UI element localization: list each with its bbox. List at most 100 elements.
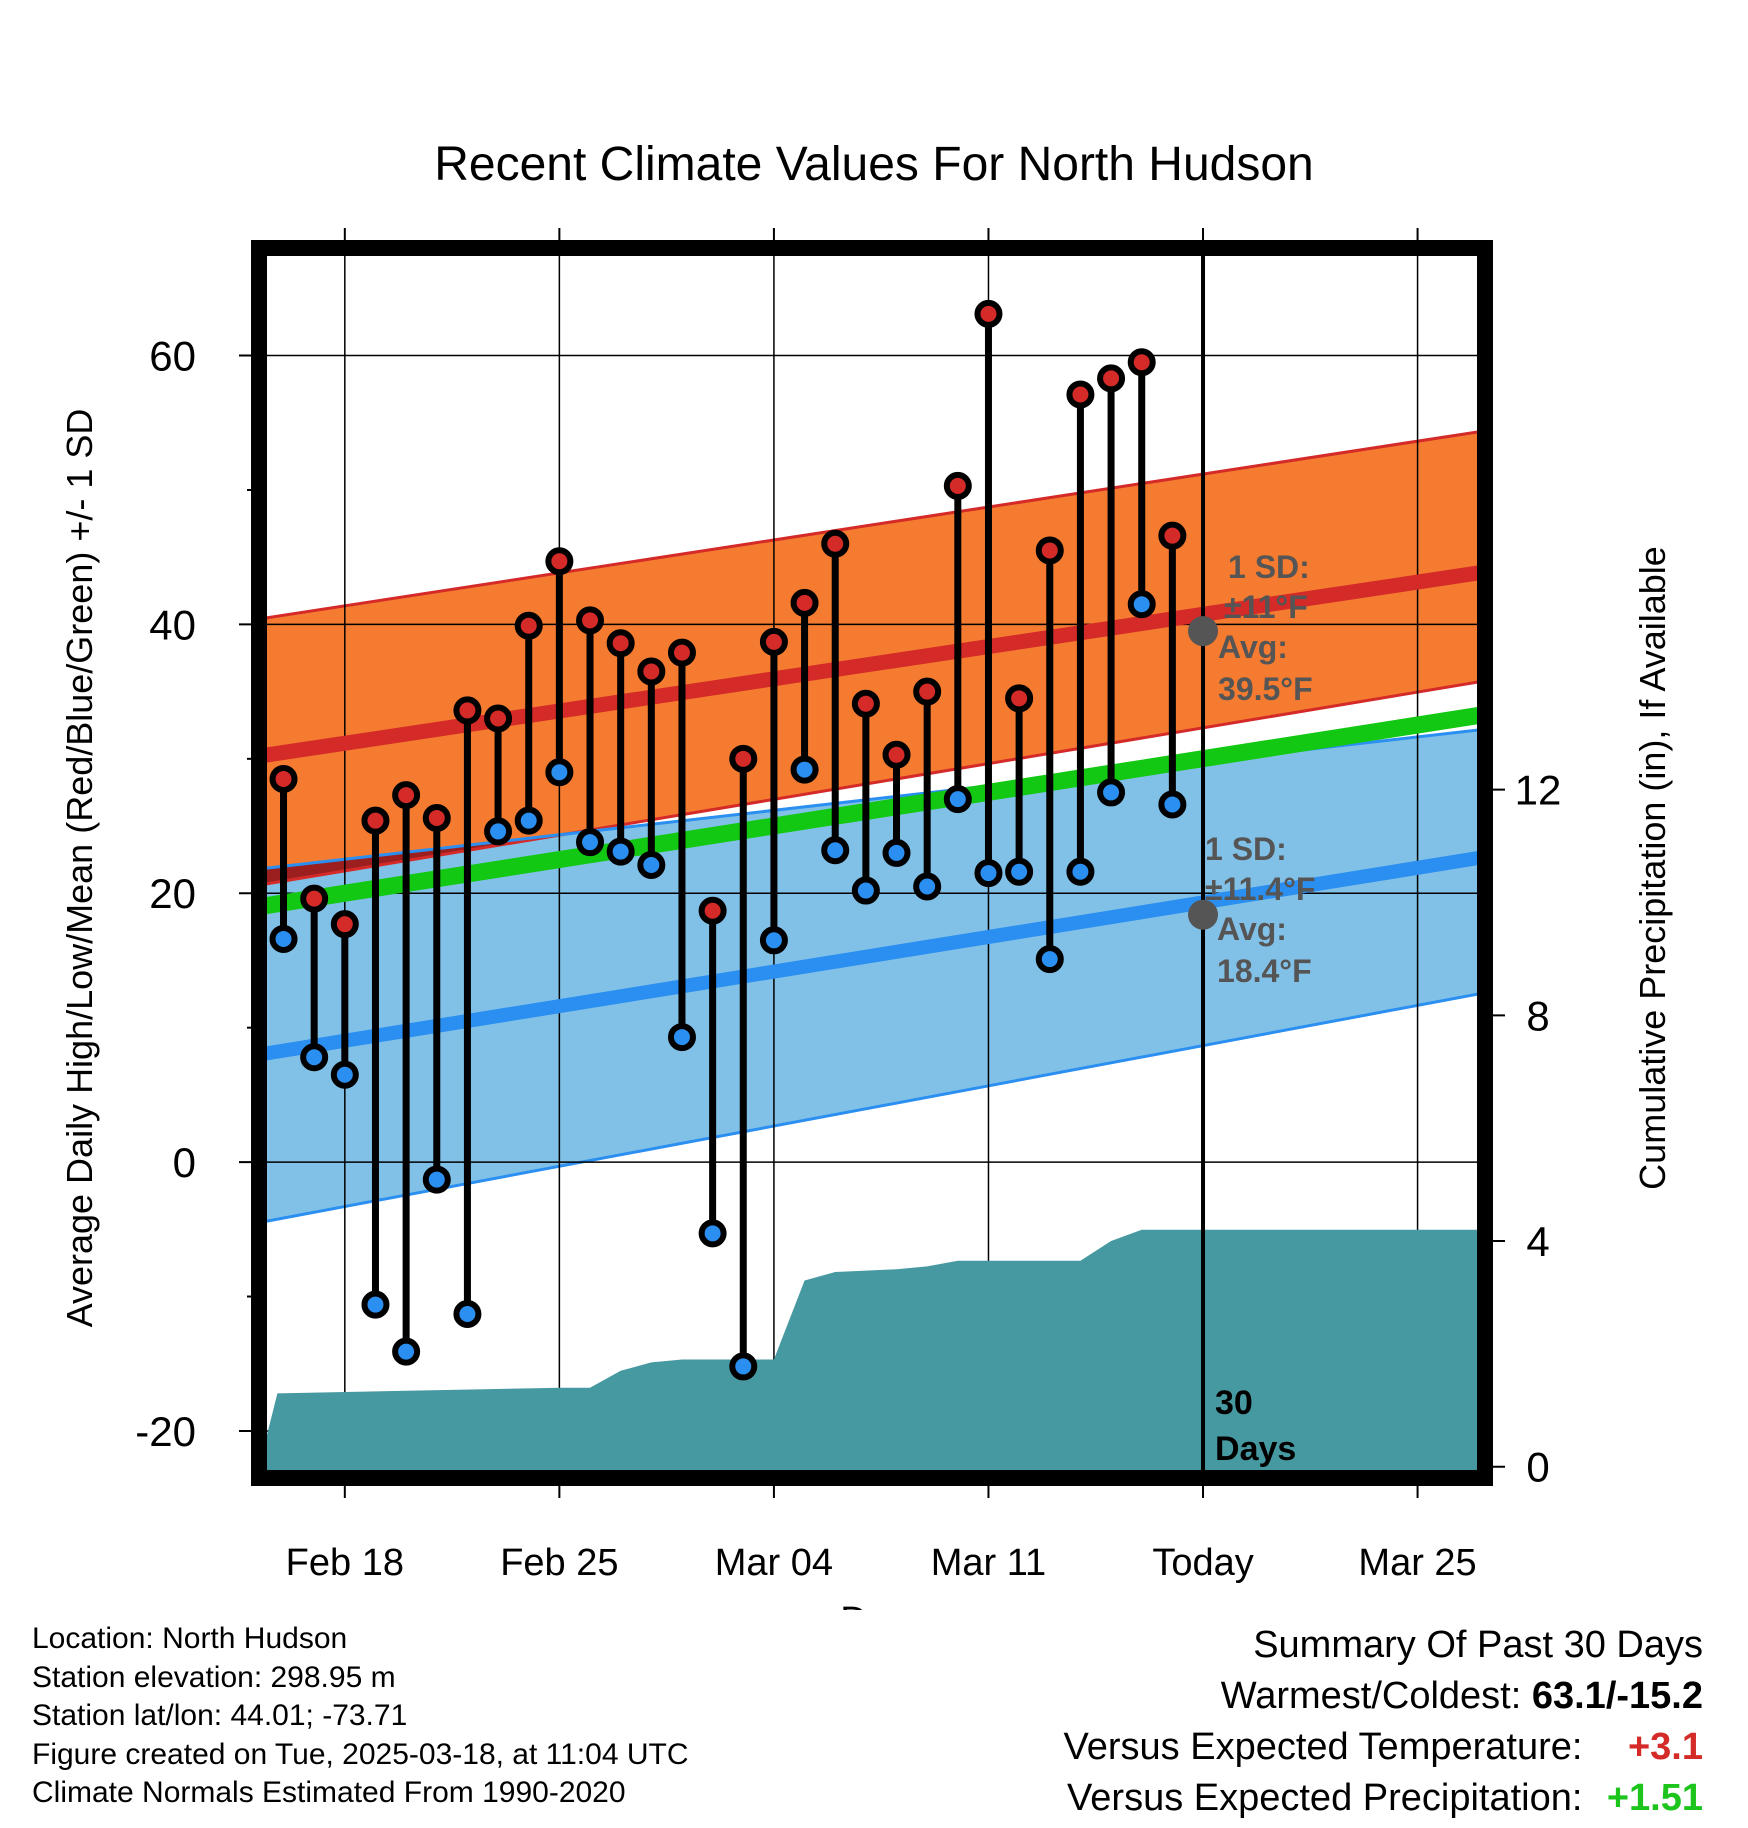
daily-low-point (851, 876, 880, 905)
daily-low-point (1158, 790, 1187, 819)
daily-high-point (1066, 380, 1095, 409)
low-band-lower-edge (259, 991, 1485, 1225)
x-axis-label: Day (840, 1600, 908, 1610)
x-tick-label: Feb 18 (286, 1542, 404, 1584)
daily-low-point (637, 851, 666, 880)
daily-low-point (667, 1023, 696, 1052)
daily-high-point (821, 529, 850, 558)
high-band-lower-edge (259, 679, 1485, 887)
station-info: Location: North Hudson Station elevation… (32, 1620, 689, 1813)
y-tick-label: 0 (173, 1139, 196, 1186)
daily-low-point (974, 859, 1003, 888)
daily-low-point (759, 926, 788, 955)
daily-low-point (576, 828, 605, 857)
today-avg-high-marker (1188, 616, 1219, 647)
normal-mean-line (259, 706, 1485, 916)
precip-area (259, 1229, 1485, 1478)
daily-high-point (484, 704, 513, 733)
daily-high-point (361, 806, 390, 835)
summary-heading: Summary Of Past 30 Days (1253, 1624, 1703, 1666)
daily-high-point (1158, 521, 1187, 550)
daily-high-point (698, 896, 727, 925)
y-tick-label: 40 (149, 601, 196, 648)
created-text: Figure created on Tue, 2025-03-18, at 11… (32, 1737, 689, 1771)
daily-high-point (913, 677, 942, 706)
normal-high-line (259, 564, 1485, 764)
sd-low-annotation: Avg: (1217, 911, 1287, 947)
elevation-text: Station elevation: 298.95 m (32, 1660, 396, 1694)
temp-value: +3.1 (1627, 1726, 1703, 1768)
daily-low-point (1035, 945, 1064, 974)
y2-axis-label: Cumulative Precipitation (in), If Availa… (1632, 546, 1673, 1190)
y-tick-label: 60 (149, 333, 196, 380)
daily-high-point (851, 689, 880, 718)
daily-low-point (361, 1290, 390, 1319)
daily-high-point (269, 764, 298, 793)
daily-low-point (729, 1352, 758, 1381)
y2-tick-label: 8 (1526, 992, 1549, 1039)
daily-high-point (1005, 684, 1034, 713)
daily-high-point (1127, 348, 1156, 377)
daily-high-point (729, 744, 758, 773)
daily-high-point (514, 611, 543, 640)
y-tick-label: -20 (135, 1408, 196, 1455)
daily-high-point (790, 588, 819, 617)
x-tick-label: Feb 25 (500, 1542, 618, 1584)
daily-high-point (637, 657, 666, 686)
latlon-text: Station lat/lon: 44.01; -73.71 (32, 1699, 408, 1732)
sd-high-annotation: Avg: (1218, 629, 1288, 665)
plot-frame (251, 240, 1493, 1486)
chart-title: Recent Climate Values For North Hudson (434, 138, 1314, 191)
sd-high-annotation: ±11°F (1224, 589, 1308, 625)
daily-low-point (514, 806, 543, 835)
y2-tick-label: 4 (1526, 1218, 1549, 1265)
daily-high-point (974, 299, 1003, 328)
precip-value: +1.51 (1606, 1777, 1703, 1819)
normal-low-line (259, 850, 1485, 1062)
daily-high-point (453, 696, 482, 725)
daily-low-point (453, 1300, 482, 1328)
sd-low-annotation: ±11.4°F (1205, 871, 1315, 907)
high-band-upper-edge (259, 429, 1485, 621)
daily-low-point (790, 755, 819, 784)
daily-low-point (882, 838, 911, 867)
days-label: 30 (1215, 1384, 1253, 1422)
daily-high-point (1097, 364, 1126, 393)
y-axis-label: Average Daily High/Low/Mean (Red/Blue/Gr… (59, 409, 100, 1328)
daily-low-point (392, 1337, 421, 1366)
y2-tick-label: 12 (1515, 767, 1562, 814)
x-tick-label: Mar 11 (931, 1542, 1046, 1584)
x-tick-label: Mar 04 (715, 1542, 833, 1584)
warmest-label: Warmest/Coldest: (1220, 1675, 1522, 1717)
precip-label: Versus Expected Precipitation: (1067, 1777, 1583, 1819)
sd-low-annotation: 1 SD: (1205, 831, 1287, 867)
daily-high-point (759, 627, 788, 656)
daily-low-point (1066, 857, 1095, 886)
daily-low-point (545, 758, 574, 787)
climate-chart: Recent Climate Values For North Hudson -… (59, 138, 1673, 1610)
y-tick-label: 20 (149, 870, 196, 917)
y2-tick-label: 0 (1526, 1444, 1549, 1491)
daily-low-point (422, 1165, 451, 1194)
daily-high-point (606, 629, 635, 658)
daily-low-point (484, 817, 513, 846)
daily-low-point (300, 1043, 329, 1072)
sd-low-annotation: 18.4°F (1217, 953, 1312, 989)
daily-low-point (943, 785, 972, 814)
sd-high-annotation: 1 SD: (1228, 549, 1310, 585)
daily-high-point (1035, 536, 1064, 565)
daily-low-point (698, 1219, 727, 1248)
summary-panel: Summary Of Past 30 Days Warmest/Coldest:… (1064, 1620, 1703, 1824)
daily-low-point (1127, 590, 1156, 619)
daily-high-point (422, 803, 451, 832)
daily-high-point (943, 471, 972, 500)
daily-high-point (667, 638, 696, 667)
daily-high-point (392, 781, 421, 810)
daily-low-point (1097, 778, 1126, 807)
daily-high-point (545, 547, 574, 576)
x-tick-label: Today (1152, 1542, 1253, 1584)
normals-text: Climate Normals Estimated From 1990-2020 (32, 1776, 626, 1809)
daily-high-point (300, 884, 329, 913)
daily-low-point (606, 837, 635, 866)
location-text: Location: North Hudson (32, 1622, 348, 1655)
